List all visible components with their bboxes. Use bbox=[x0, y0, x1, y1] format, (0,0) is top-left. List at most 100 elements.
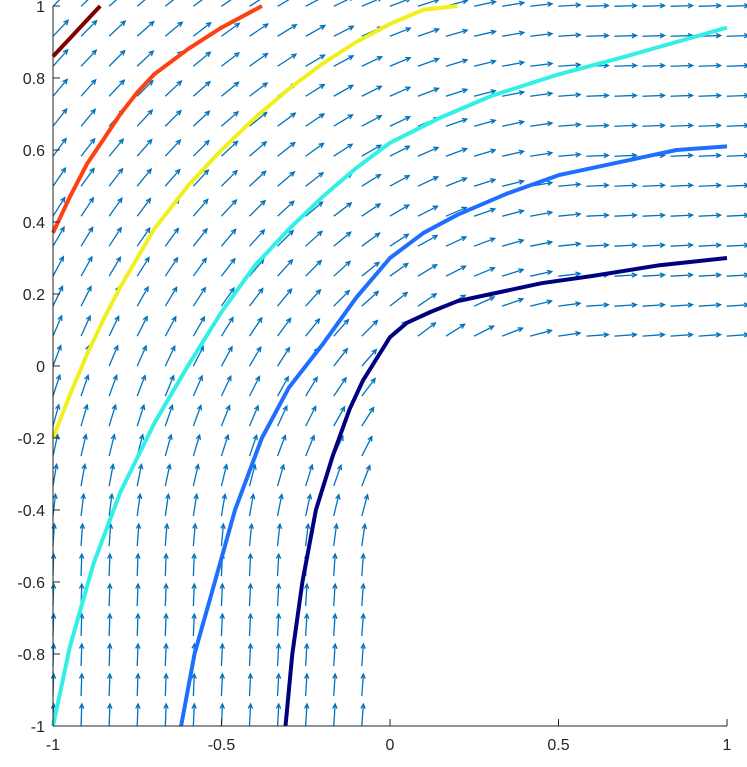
y-tick-label: 0.6 bbox=[23, 143, 45, 160]
quiver-arrow bbox=[332, 552, 338, 577]
quiver-arrow bbox=[136, 109, 154, 127]
quiver-arrow bbox=[305, 113, 326, 127]
quiver-arrow bbox=[136, 463, 144, 487]
quiver-arrow bbox=[726, 302, 747, 308]
quiver-arrow bbox=[473, 178, 497, 187]
quiver-arrow bbox=[530, 61, 554, 67]
quiver-arrow bbox=[614, 332, 638, 338]
quiver-arrow bbox=[136, 167, 153, 187]
quiver-arrow bbox=[698, 272, 723, 278]
quiver-arrow bbox=[108, 138, 125, 157]
quiver-arrow bbox=[332, 672, 338, 697]
quiver-arrow bbox=[248, 375, 261, 397]
quiver-arrow bbox=[79, 522, 85, 547]
quiver-arrow bbox=[361, 115, 383, 127]
quiver-arrow bbox=[248, 287, 264, 307]
quiver-arrow bbox=[558, 271, 582, 277]
quiver-arrow bbox=[417, 0, 440, 7]
quiver-arrow bbox=[164, 256, 179, 277]
quiver-arrow bbox=[670, 92, 695, 99]
quiver-arrow bbox=[642, 2, 666, 9]
quiver-arrow bbox=[332, 702, 338, 727]
quiver-arrow bbox=[80, 285, 92, 307]
quiver-arrow bbox=[108, 462, 116, 487]
quiver-arrow bbox=[108, 20, 127, 37]
quiver-arrow bbox=[249, 52, 269, 67]
quiver-arrow bbox=[136, 256, 150, 277]
quiver-arrow bbox=[586, 212, 610, 219]
quiver-arrow bbox=[473, 29, 497, 37]
quiver-arrow bbox=[220, 286, 235, 307]
quiver-arrow bbox=[220, 228, 237, 247]
quiver-arrow bbox=[248, 433, 258, 457]
quiver-arrow bbox=[670, 332, 695, 338]
quiver-arrow bbox=[221, 110, 240, 127]
quiver-arrow bbox=[332, 612, 338, 637]
quiver-arrow bbox=[642, 302, 666, 308]
quiver-arrow bbox=[108, 403, 117, 427]
trajectory-lines bbox=[51, 4, 728, 727]
quiver-arrow bbox=[530, 120, 554, 127]
quiver-arrow bbox=[670, 62, 695, 69]
quiver-arrow bbox=[52, 462, 59, 487]
quiver-arrow bbox=[333, 522, 339, 547]
quiver-arrow bbox=[52, 78, 69, 97]
quiver-arrow bbox=[192, 522, 198, 547]
quiver-arrow bbox=[360, 642, 366, 667]
quiver-arrow bbox=[108, 314, 120, 337]
quiver-arrow bbox=[558, 92, 582, 98]
quiver-arrow bbox=[333, 405, 346, 427]
quiver-arrow bbox=[80, 196, 95, 217]
quiver-arrow bbox=[52, 225, 65, 247]
y-tick-label: -0.4 bbox=[17, 503, 45, 520]
quiver-arrow bbox=[164, 80, 183, 97]
quiver-arrow bbox=[219, 702, 225, 727]
quiver-arrow bbox=[163, 522, 170, 547]
quiver-arrow bbox=[642, 182, 666, 189]
quiver-arrow bbox=[163, 612, 169, 637]
quiver-arrow bbox=[501, 327, 525, 337]
quiver-arrow bbox=[305, 171, 325, 187]
quiver-arrow bbox=[108, 374, 118, 397]
quiver-arrow bbox=[219, 672, 225, 697]
y-tick-label: 1 bbox=[36, 0, 45, 16]
quiver-arrow bbox=[305, 463, 314, 487]
quiver-arrow bbox=[107, 672, 113, 697]
quiver-arrow bbox=[530, 328, 553, 337]
quiver-arrow bbox=[642, 122, 666, 129]
quiver-arrow bbox=[670, 272, 695, 278]
quiver-arrow bbox=[135, 582, 141, 607]
quiver-arrows bbox=[50, 0, 747, 727]
quiver-arrow bbox=[275, 642, 282, 667]
quiver-arrow bbox=[305, 201, 324, 217]
quiver-arrow bbox=[164, 492, 171, 517]
quiver-arrow bbox=[164, 403, 174, 427]
quiver-arrow bbox=[445, 265, 467, 277]
quiver-arrow bbox=[417, 205, 439, 217]
quiver-arrow bbox=[136, 226, 151, 247]
quiver-arrow bbox=[163, 642, 169, 667]
quiver-arrow bbox=[135, 672, 141, 697]
quiver-arrow bbox=[473, 296, 496, 307]
trajectory-line-3 bbox=[51, 25, 728, 727]
quiver-arrow bbox=[698, 212, 723, 219]
quiver-arrow bbox=[361, 85, 383, 97]
quiver-arrow bbox=[502, 0, 526, 7]
quiver-arrow bbox=[192, 139, 210, 157]
quiver-arrow bbox=[614, 62, 638, 69]
quiver-arrow bbox=[473, 0, 498, 7]
quiver-arrow bbox=[586, 92, 610, 99]
quiver-arrow bbox=[276, 463, 286, 487]
quiver-arrow bbox=[80, 78, 97, 97]
quiver-arrow bbox=[558, 211, 582, 218]
quiver-arrow bbox=[473, 325, 495, 337]
y-tick-label: 0.2 bbox=[23, 287, 45, 304]
quiver-arrow bbox=[192, 315, 206, 337]
quiver-arrow bbox=[726, 92, 747, 99]
quiver-arrow bbox=[586, 32, 610, 39]
y-tick-label: 0.4 bbox=[23, 215, 45, 232]
quiver-arrow bbox=[135, 702, 141, 727]
quiver-arrow bbox=[219, 612, 225, 637]
quiver-arrow bbox=[50, 582, 57, 607]
quiver-arrow bbox=[276, 493, 284, 517]
